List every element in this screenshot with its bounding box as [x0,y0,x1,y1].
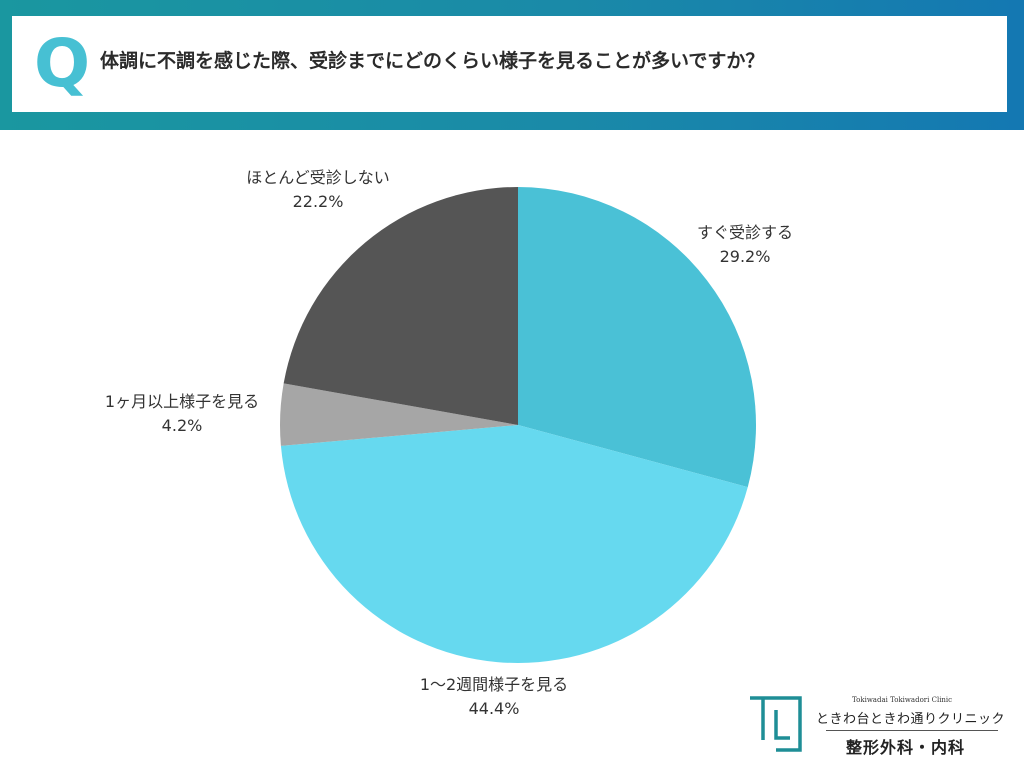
pie-slice-3 [280,383,518,446]
slice-label-1: すぐ受診する [697,223,793,242]
pie-slice-4 [283,187,518,425]
q-mark: Q [34,25,91,102]
slice-label-3: 1ヶ月以上様子を見る [105,392,259,411]
slice-value-label-3: 4.2% [162,416,203,435]
clinic-logo-icon [750,696,802,752]
pie-slice-2 [280,425,748,664]
logo-divider [826,730,998,731]
clinic-logo: Tokiwadai Tokiwadori Clinic ときわ台ときわ通りクリニ… [746,692,1016,758]
slice-label-2: 1〜2週間様子を見る [420,675,568,694]
slice-value-label-4: 22.2% [293,192,344,211]
clinic-name-en: Tokiwadai Tokiwadori Clinic [852,696,953,704]
question-box: Q 体調に不調を感じた際、受診までにどのくらい様子を見ることが多いですか？ [12,16,1007,112]
slice-label-4: ほとんど受診しない [246,168,390,187]
pie-slice-1 [518,187,756,488]
question-text: 体調に不調を感じた際、受診までにどのくらい様子を見ることが多いですか？ [100,50,765,72]
clinic-name-jp: ときわ台ときわ通りクリニック [816,712,1006,727]
slice-value-label-1: 29.2% [720,247,771,266]
slice-value-label-2: 44.4% [469,699,520,718]
clinic-departments: 整形外科・内科 [846,738,966,757]
